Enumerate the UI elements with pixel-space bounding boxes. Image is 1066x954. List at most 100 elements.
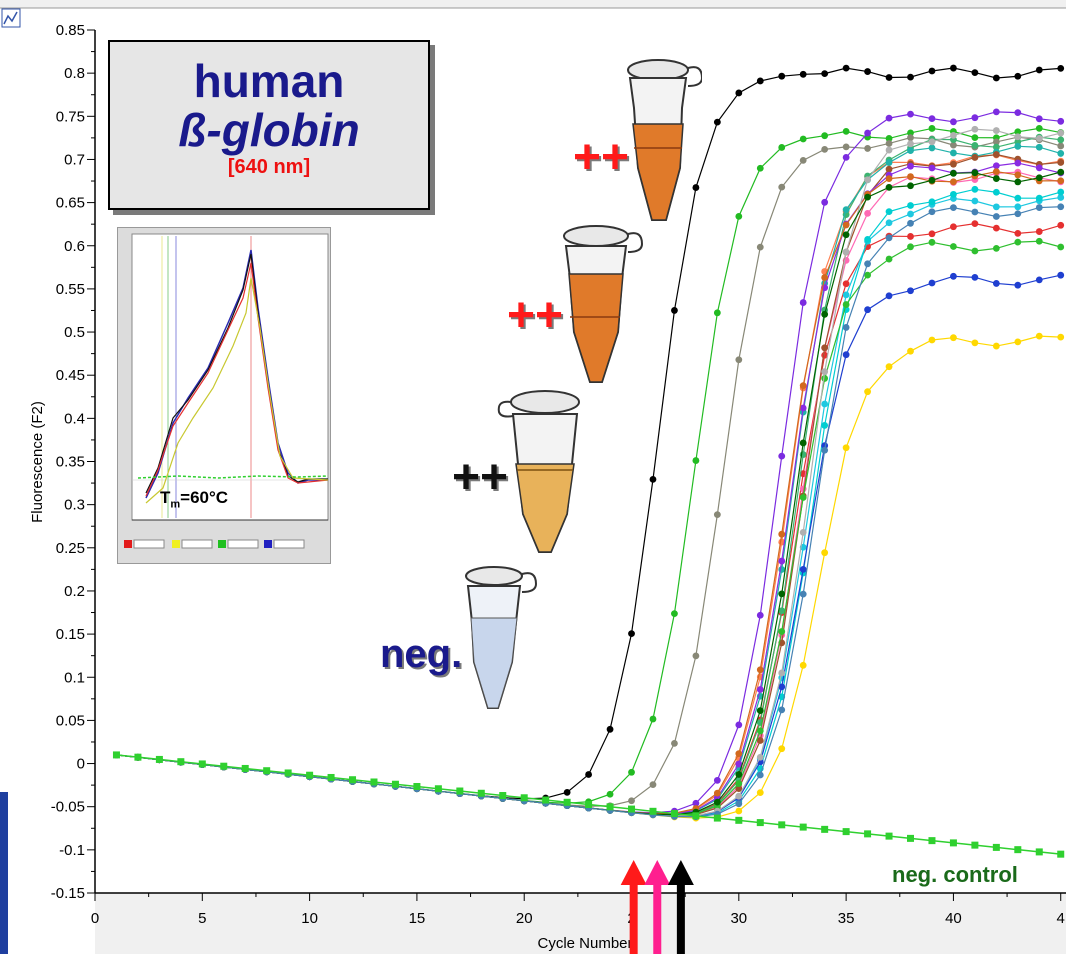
series-point: [885, 255, 893, 263]
y-tick-label: 0.1: [64, 669, 85, 686]
series-point: [1035, 204, 1043, 211]
y-tick-label: 0.35: [56, 454, 85, 471]
series-point: [950, 204, 957, 212]
neg-control-point: [756, 819, 764, 827]
neg-control-point: [1014, 846, 1022, 854]
series-point: [799, 590, 807, 598]
arrow-head: [667, 860, 694, 885]
series-point: [950, 141, 957, 149]
arrow-shaft: [653, 882, 662, 954]
series-point: [756, 771, 764, 779]
series-point: [971, 142, 979, 149]
neg-control-point: [563, 798, 571, 806]
series-point: [756, 707, 764, 715]
y-tick-label: -0.05: [51, 799, 85, 816]
series-point: [950, 190, 957, 198]
arrow-shaft: [629, 882, 638, 954]
series-point: [992, 74, 1000, 82]
x-tick-label: 4: [1057, 910, 1065, 927]
x-axis-panel: [95, 893, 1066, 954]
series-point: [735, 89, 743, 97]
series-point: [735, 807, 743, 815]
series-point: [928, 67, 936, 75]
series-point: [992, 213, 1000, 220]
series-point: [756, 686, 764, 693]
cycle-marker-arrow: [620, 860, 647, 954]
series-point: [1035, 115, 1043, 123]
series-point: [1057, 117, 1065, 125]
series-point: [885, 175, 893, 183]
series-point: [778, 144, 786, 151]
series-point: [1035, 143, 1043, 151]
series-point: [992, 143, 1000, 151]
y-tick-label: 0: [77, 756, 85, 773]
series-point: [778, 607, 786, 615]
series-point: [606, 790, 614, 798]
x-tick-label: 40: [945, 910, 962, 927]
series-point: [1057, 168, 1065, 176]
series-point: [907, 347, 914, 355]
tube-2-image: [563, 225, 644, 383]
series-point: [1057, 64, 1065, 72]
series-point: [756, 243, 764, 251]
series-point: [992, 280, 1000, 287]
series-point: [778, 72, 786, 80]
series-point: [864, 68, 871, 75]
series-point: [864, 271, 871, 279]
series-point: [971, 169, 979, 177]
series-point: [778, 669, 786, 677]
x-tick-label: 5: [198, 910, 206, 927]
series-point: [885, 183, 893, 191]
x-tick-label: 30: [730, 910, 747, 927]
neg-control-point: [735, 816, 743, 824]
series-point: [735, 760, 743, 768]
series-point: [950, 243, 957, 250]
series-point: [778, 745, 786, 753]
neg-control-point: [370, 778, 378, 786]
neg-control-point: [284, 769, 292, 777]
neg-control-point: [198, 760, 206, 768]
neg-control-point: [220, 762, 228, 770]
series-point: [1014, 281, 1022, 289]
neg-control-point: [606, 803, 614, 811]
series-point: [907, 182, 914, 190]
neg-control-point: [628, 805, 636, 813]
series-point: [713, 776, 721, 784]
series-point: [971, 208, 979, 216]
series-point: [821, 132, 829, 140]
series-point: [1057, 188, 1065, 196]
series-point: [821, 198, 829, 206]
neg-control-label: neg. control: [892, 862, 1018, 887]
neg-control-point: [499, 792, 507, 800]
series-point: [842, 206, 850, 214]
series-point: [885, 208, 893, 216]
series-point: [1035, 237, 1043, 245]
y-tick-label: 0.7: [64, 151, 85, 168]
neg-control-point: [971, 841, 979, 849]
series-point: [821, 310, 829, 318]
series-point: [735, 780, 743, 788]
series-point: [778, 590, 786, 598]
series-point: [971, 114, 979, 122]
series-point: [928, 164, 936, 172]
series-point: [950, 64, 957, 72]
series-point: [799, 661, 807, 669]
series-point: [1057, 243, 1065, 251]
series-point: [885, 159, 893, 166]
series-point: [628, 768, 635, 776]
series-point: [864, 306, 871, 314]
series-point: [756, 611, 764, 619]
series-point: [778, 452, 786, 460]
window-chart-icon[interactable]: [1, 8, 21, 28]
series-point: [864, 145, 871, 152]
neg-control-point: [1057, 850, 1065, 858]
series-point: [735, 356, 743, 364]
series-point: [1057, 194, 1065, 201]
series-point: [1057, 159, 1065, 166]
series-point: [971, 154, 979, 161]
series-point: [821, 549, 829, 557]
series-point: [907, 202, 914, 209]
series-point: [928, 138, 936, 146]
series-point: [907, 110, 914, 118]
